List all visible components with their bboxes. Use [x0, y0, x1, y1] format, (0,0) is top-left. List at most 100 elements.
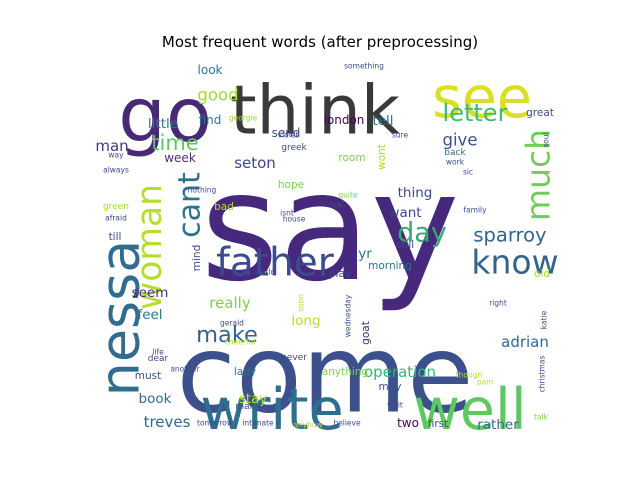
word-sure: sure [392, 131, 409, 140]
word-write: write [200, 377, 343, 443]
word-hope: hope [278, 179, 304, 191]
word-family: family [463, 206, 487, 215]
word-play: play [329, 268, 351, 280]
word-intimate: intimate [242, 419, 274, 428]
word-find: find [199, 113, 222, 127]
word-letter: letter [443, 99, 508, 127]
word-way: way [108, 151, 124, 160]
word-gerald: gerald [220, 319, 244, 328]
word-well: well [413, 377, 526, 443]
word-real: real [329, 201, 343, 210]
word-say: say [201, 141, 460, 315]
word-anyhow: anyhow [293, 421, 322, 430]
word-green: green [103, 202, 129, 212]
word-till: till [109, 231, 122, 243]
word-see: see [432, 65, 532, 131]
word-man: man [95, 137, 128, 155]
word-right: right [489, 299, 507, 308]
word-seton: seton [234, 154, 276, 172]
word-room: room [338, 152, 365, 164]
word-greek: greek [281, 143, 307, 153]
word-good: good [197, 86, 238, 105]
word-give: give [443, 131, 478, 150]
word-book: book [139, 391, 172, 407]
word-cant: cant [173, 172, 208, 238]
word-go: go [118, 71, 212, 159]
word-make: make [196, 322, 258, 348]
chart-title: Most frequent words (after preprocessing… [161, 33, 479, 51]
word-old: old [534, 268, 550, 280]
word-nothing: nothing [188, 186, 217, 195]
word-come: come [176, 313, 473, 438]
word-morning: morning [368, 260, 412, 272]
word-yr: yr [358, 246, 372, 262]
word-something: something [344, 62, 384, 71]
word-pain: pain [477, 378, 493, 387]
word-woman: woman [130, 184, 170, 310]
word-many: many [235, 402, 261, 412]
word-always: always [103, 166, 129, 175]
word-back: back [444, 148, 466, 158]
word-afraid: afraid [105, 214, 127, 223]
word-violet: violet [278, 131, 299, 140]
word-look: look [198, 63, 223, 77]
word-world: world [255, 268, 276, 277]
word-thing: thing [398, 185, 433, 201]
word-feel: feel [137, 307, 162, 323]
word-know: know [471, 243, 558, 282]
word-long: long [291, 313, 320, 329]
word-wait: wait [387, 401, 403, 410]
word-soon: soon [297, 294, 306, 312]
word-nessa: nessa [89, 240, 152, 397]
word-send: send [272, 126, 301, 140]
word-tell: tell [372, 113, 393, 129]
word-soul: soul [542, 132, 551, 147]
word-really: really [209, 294, 251, 312]
word-may: may [379, 381, 402, 393]
word-week: week [164, 151, 196, 165]
word-great: great [526, 107, 554, 119]
word-first: first [428, 418, 449, 430]
word-stay: stay [239, 391, 268, 407]
word-house: house [283, 215, 306, 224]
word-rather: rather [477, 417, 519, 433]
word-lady: lady [234, 366, 256, 378]
word-much: much [519, 129, 558, 221]
word-wednesday: wednesday [344, 294, 353, 337]
word-time: time [151, 131, 198, 155]
word-georgie: georgie [229, 114, 258, 123]
word-never: never [281, 353, 307, 363]
word-father: father [216, 241, 335, 286]
word-little: little [148, 116, 178, 132]
word-another: another [170, 365, 200, 374]
word-christmas: christmas [538, 356, 547, 393]
word-quite: quite [338, 191, 358, 200]
word-isnt: isnt [280, 209, 294, 218]
word-treves: treves [144, 413, 191, 431]
word-wont: wont [376, 144, 388, 170]
word-life: life [152, 348, 164, 357]
word-want: want [388, 205, 421, 221]
word-dear: dear [148, 354, 169, 364]
word-london: london [324, 113, 365, 127]
word-operation: operation [364, 363, 436, 381]
word-two: two [397, 416, 419, 430]
word-bad: bad [214, 201, 234, 213]
word-tomorrow: tomorrow [197, 419, 233, 428]
word-seem: seem [132, 285, 169, 301]
word-sic: sic [463, 168, 473, 177]
word-day: day [397, 218, 447, 249]
word-katie: katie [540, 310, 549, 329]
word-believe: believe [333, 419, 361, 428]
word-cheerful: cheerful [225, 338, 256, 347]
word-talk: talk [534, 413, 549, 422]
word-sparroy: sparroy [473, 224, 546, 247]
word-anything: anything [322, 366, 368, 378]
word-though: though [456, 371, 483, 380]
word-must: must [135, 370, 161, 382]
word-mind: mind [191, 245, 203, 271]
word-still: still [396, 239, 414, 251]
word-goat: goat [360, 321, 372, 345]
word-adrian: adrian [501, 333, 549, 351]
